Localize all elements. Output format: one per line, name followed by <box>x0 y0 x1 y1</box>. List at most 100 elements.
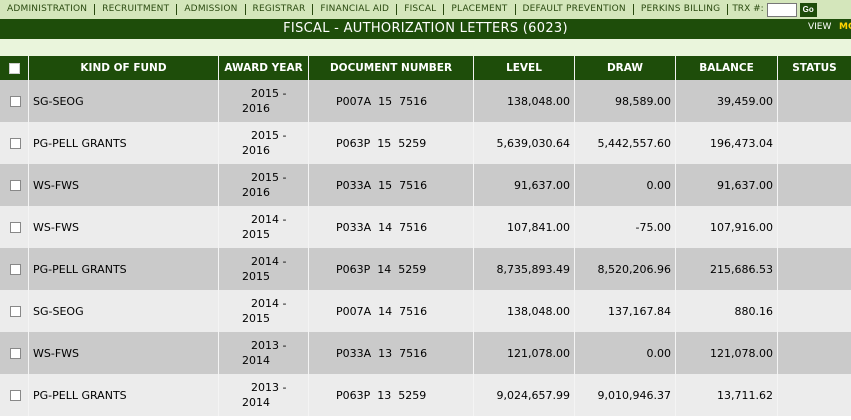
award-year-cell: 2015 - 2016 <box>219 164 309 206</box>
draw-cell: 98,589.00 <box>575 80 676 122</box>
status-cell <box>778 290 851 332</box>
nav-divider <box>514 4 516 15</box>
row-checkbox[interactable] <box>10 180 21 191</box>
nav-divider <box>176 4 178 15</box>
balance-cell: 107,916.00 <box>676 206 778 248</box>
draw-cell: 5,442,557.60 <box>575 122 676 164</box>
level-cell: 138,048.00 <box>474 290 575 332</box>
header-award-year[interactable]: AWARD YEAR <box>219 56 309 80</box>
header-draw[interactable]: DRAW <box>575 56 676 80</box>
nav-divider <box>396 4 398 15</box>
document-number-cell: P063P 13 5259 <box>309 374 474 416</box>
nav-divider <box>727 4 729 15</box>
table-row: WS-FWS 2015 -2016 P033A 15 7516 91,637.00 0.… <box>0 164 851 206</box>
trx-input[interactable] <box>766 2 797 17</box>
row-checkbox[interactable] <box>10 138 21 149</box>
status-cell <box>778 374 851 416</box>
award-year-cell: 2013 - 2014 <box>219 332 309 374</box>
award-year-end: 2014 <box>242 354 270 367</box>
level-cell: 5,639,030.64 <box>474 122 575 164</box>
nav-perkins-billing[interactable]: PERKINS BILLING <box>640 4 721 14</box>
level-cell: 121,078.00 <box>474 332 575 374</box>
row-checkbox[interactable] <box>10 348 21 359</box>
header-kind-of-fund[interactable]: KIND OF FUND <box>29 56 219 80</box>
row-checkbox[interactable] <box>10 306 21 317</box>
nav-admission[interactable]: ADMISSION <box>184 4 238 14</box>
nav-placement[interactable]: PLACEMENT <box>451 4 508 14</box>
header-document-number[interactable]: DOCUMENT NUMBER <box>309 56 474 80</box>
go-button[interactable]: Go <box>799 2 817 17</box>
award-year-end: 2015 <box>242 312 270 325</box>
award-year-start: 2013 - <box>251 381 287 394</box>
nav-divider <box>94 4 96 15</box>
row-select-cell <box>0 206 29 248</box>
draw-cell: 9,010,946.37 <box>575 374 676 416</box>
page-title: FISCAL - AUTHORIZATION LETTERS (6023) <box>283 21 568 36</box>
header-level[interactable]: LEVEL <box>474 56 575 80</box>
row-checkbox[interactable] <box>10 264 21 275</box>
status-cell <box>778 164 851 206</box>
balance-cell: 13,711.62 <box>676 374 778 416</box>
fund-cell: SG-SEOG <box>29 290 219 332</box>
balance-cell: 91,637.00 <box>676 164 778 206</box>
document-number-cell: P007A 14 7516 <box>309 290 474 332</box>
level-cell: 138,048.00 <box>474 80 575 122</box>
award-year-end: 2014 <box>242 396 270 409</box>
title-bar: FISCAL - AUTHORIZATION LETTERS (6023) VI… <box>0 19 851 39</box>
document-number-cell: P007A 15 7516 <box>309 80 474 122</box>
table-row: WS-FWS 2013 -2014 P033A 13 7516 121,078.00 0… <box>0 332 851 374</box>
nav-default-prevention[interactable]: DEFAULT PREVENTION <box>522 4 626 14</box>
award-year-start: 2014 - <box>251 297 287 310</box>
table-row: PG-PELL GRANTS 2015 - 2016 P063P 15 5259 5,6… <box>0 122 851 164</box>
nav-recruitment[interactable]: RECRUITMENT <box>102 4 170 14</box>
nav-divider <box>312 4 314 15</box>
award-year-cell: 2014 - 2015 <box>219 206 309 248</box>
status-cell <box>778 248 851 290</box>
fund-cell: PG-PELL GRANTS <box>29 248 219 290</box>
draw-cell: -75.00 <box>575 206 676 248</box>
nav-administration[interactable]: ADMINISTRATION <box>7 4 88 14</box>
row-select-cell <box>0 374 29 416</box>
row-checkbox[interactable] <box>10 96 21 107</box>
view-link[interactable]: VIEW <box>808 22 832 32</box>
award-year-start: 2014 - <box>251 213 287 226</box>
balance-cell: 121,078.00 <box>676 332 778 374</box>
view-more-link[interactable]: MO <box>839 22 851 32</box>
row-checkbox[interactable] <box>10 390 21 401</box>
balance-cell: 215,686.53 <box>676 248 778 290</box>
draw-cell: 0.00 <box>575 164 676 206</box>
document-number-cell: P033A 14 7516 <box>309 206 474 248</box>
row-select-cell <box>0 80 29 122</box>
row-select-cell <box>0 248 29 290</box>
row-select-cell <box>0 122 29 164</box>
award-year-end: 2016 <box>242 102 270 115</box>
fund-cell: SG-SEOG <box>29 80 219 122</box>
draw-cell: 8,520,206.96 <box>575 248 676 290</box>
award-year-cell: 2015 - 2016 <box>219 122 309 164</box>
top-nav: ADMINISTRATION RECRUITMENT ADMISSION REG… <box>0 0 851 19</box>
balance-cell: 880.16 <box>676 290 778 332</box>
balance-cell: 39,459.00 <box>676 80 778 122</box>
document-number-cell: P033A 15 7516 <box>309 164 474 206</box>
fund-cell: WS-FWS <box>29 332 219 374</box>
nav-registrar[interactable]: REGISTRAR <box>252 4 306 14</box>
document-number-cell: P033A 13 7516 <box>309 332 474 374</box>
header-balance[interactable]: BALANCE <box>676 56 778 80</box>
draw-cell: 0.00 <box>575 332 676 374</box>
row-checkbox[interactable] <box>10 222 21 233</box>
level-cell: 8,735,893.49 <box>474 248 575 290</box>
award-year-end: 2015 <box>242 228 270 241</box>
status-cell <box>778 122 851 164</box>
nav-divider <box>443 4 445 15</box>
row-select-cell <box>0 290 29 332</box>
nav-financial-aid[interactable]: FINANCIAL AID <box>320 4 390 14</box>
draw-cell: 137,167.84 <box>575 290 676 332</box>
nav-fiscal[interactable]: FISCAL <box>404 4 437 14</box>
award-year-end: 2016 <box>242 144 270 157</box>
fund-cell: PG-PELL GRANTS <box>29 374 219 416</box>
row-select-cell <box>0 332 29 374</box>
trx-label: TRX #: <box>732 4 764 14</box>
select-all-checkbox[interactable] <box>8 62 20 74</box>
award-year-start: 2015 - <box>251 171 287 184</box>
header-status[interactable]: STATUS <box>778 56 851 80</box>
